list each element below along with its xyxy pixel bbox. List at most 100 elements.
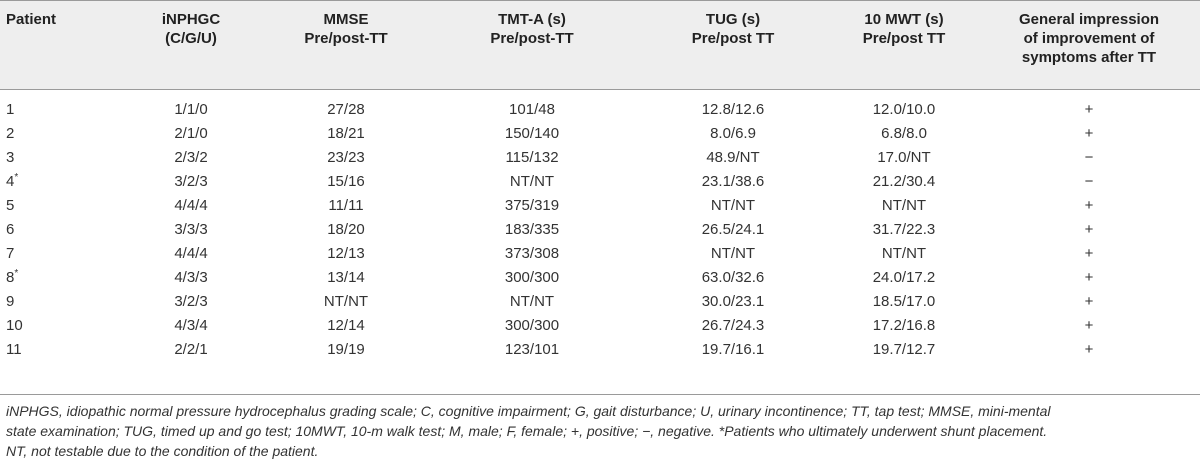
cell-mmse: 11/11	[328, 196, 364, 214]
cell-impression: +	[1084, 196, 1094, 214]
cell-tmta: NT/NT	[509, 172, 555, 190]
cell-tmta: 115/132	[505, 148, 559, 166]
cell-10mwt: 17.2/16.8	[872, 316, 936, 334]
cell-inphgc: 2/3/2	[174, 148, 208, 166]
patient-number: 3	[6, 148, 15, 166]
cell-tug: NT/NT	[710, 244, 756, 262]
cell-patient: 2	[0, 121, 118, 145]
table-row: 11 2/2/1 19/19 123/101 19.7/16.1 19.7/12.7 +	[0, 337, 1200, 361]
cell-mmse: 15/16	[327, 172, 365, 190]
table-footnote: iNPHGS, idiopathic normal pressure hydro…	[6, 401, 1194, 461]
patient-number: 2	[6, 124, 15, 142]
cell-10mwt: 24.0/17.2	[872, 268, 936, 286]
cell-10mwt: NT/NT	[881, 244, 927, 262]
table-row: 10 4/3/4 12/14 300/300 26.7/24.3 17.2/16.8 +	[0, 313, 1200, 337]
cell-patient: 11	[0, 337, 118, 361]
cell-tug: NT/NT	[710, 196, 756, 214]
cell-tmta: 300/300	[504, 316, 560, 334]
patient-number: 10	[6, 316, 23, 334]
cell-impression: +	[1084, 292, 1094, 310]
cell-inphgc: 3/3/3	[174, 220, 208, 238]
cell-tmta: 101/48	[509, 100, 555, 118]
cell-10mwt: 12.0/10.0	[872, 100, 936, 118]
footnote-line: NT, not testable due to the condition of…	[6, 443, 319, 459]
patient-number: 4	[6, 172, 15, 190]
cell-inphgc: 2/2/1	[174, 340, 208, 358]
cell-patient: 5	[0, 193, 118, 217]
cell-tug: 23.1/38.6	[701, 172, 765, 190]
cell-tug: 8.0/6.9	[710, 124, 756, 142]
cell-impression: +	[1084, 220, 1094, 238]
cell-mmse: 12/14	[327, 316, 365, 334]
cell-impression: +	[1084, 124, 1094, 142]
cell-mmse: NT/NT	[323, 292, 369, 310]
table-row: 1 1/1/0 27/28 101/48 12.8/12.6 12.0/10.0 +	[0, 90, 1200, 121]
cell-10mwt: 17.0/NT	[877, 148, 931, 166]
cell-mmse: 13/14	[327, 268, 365, 286]
cell-tmta: 123/101	[504, 340, 560, 358]
cell-patient: 9	[0, 289, 118, 313]
footnote-line: iNPHGS, idiopathic normal pressure hydro…	[6, 403, 1051, 419]
cell-patient: 1	[0, 90, 118, 121]
cell-patient: 3	[0, 145, 118, 169]
cell-mmse: 27/28	[327, 100, 365, 118]
patient-number: 9	[6, 292, 15, 310]
cell-inphgc: 4/3/3	[174, 268, 208, 286]
table-bottom-rule	[0, 394, 1200, 395]
cell-tmta: 373/308	[504, 244, 560, 262]
cell-10mwt: 6.8/8.0	[881, 124, 927, 142]
shunt-marker: *	[14, 267, 19, 279]
table-row: 7 4/4/4 12/13 373/308 NT/NT NT/NT +	[0, 241, 1200, 265]
cell-mmse: 18/20	[327, 220, 365, 238]
cell-impression: +	[1084, 316, 1094, 334]
header-mmse: MMSE Pre/post-TT	[304, 11, 388, 47]
cell-tmta: 300/300	[504, 268, 560, 286]
cell-10mwt: NT/NT	[881, 196, 927, 214]
cell-10mwt: 31.7/22.3	[872, 220, 936, 238]
cell-tug: 63.0/32.6	[701, 268, 765, 286]
results-table: Patient iNPHGC (C/G/U) MMSE Pre/post-TT TM…	[0, 0, 1200, 361]
header-inphgc: iNPHGC (C/G/U)	[161, 11, 221, 47]
cell-tug: 26.7/24.3	[701, 316, 765, 334]
cell-patient: 10	[0, 313, 118, 337]
cell-impression: +	[1084, 340, 1094, 358]
cell-tmta: 375/319	[504, 196, 560, 214]
cell-patient: 6	[0, 217, 118, 241]
table-row: 3 2/3/2 23/23 115/132 48.9/NT 17.0/NT −	[0, 145, 1200, 169]
footnote-line: state examination; TUG, timed up and go …	[6, 423, 1048, 439]
cell-tug: 30.0/23.1	[701, 292, 765, 310]
cell-inphgc: 4/3/4	[174, 316, 208, 334]
patient-number: 11	[6, 340, 22, 358]
header-10mwt: 10 MWT (s) Pre/post TT	[862, 11, 946, 47]
cell-patient: 8*	[0, 265, 118, 289]
cell-impression: +	[1084, 100, 1094, 118]
table-row: 9 3/2/3 NT/NT NT/NT 30.0/23.1 18.5/17.0 +	[0, 289, 1200, 313]
header-general-impression: General impression of improvement of sympt…	[1018, 11, 1160, 66]
cell-mmse: 23/23	[327, 148, 365, 166]
cell-10mwt: 21.2/30.4	[872, 172, 936, 190]
cell-10mwt: 19.7/12.7	[872, 340, 936, 358]
cell-inphgc: 3/2/3	[174, 292, 208, 310]
table-row: 4* 3/2/3 15/16 NT/NT 23.1/38.6 21.2/30.4 −	[0, 169, 1200, 193]
shunt-marker: *	[14, 171, 19, 183]
patient-number: 6	[6, 220, 15, 238]
header-row: Patient iNPHGC (C/G/U) MMSE Pre/post-TT TM…	[0, 0, 1200, 90]
patient-number: 7	[6, 244, 15, 262]
cell-tug: 19.7/16.1	[701, 340, 765, 358]
cell-inphgc: 2/1/0	[174, 124, 208, 142]
cell-inphgc: 1/1/0	[174, 100, 208, 118]
cell-impression: −	[1084, 172, 1094, 190]
cell-impression: +	[1084, 268, 1094, 286]
header-patient: Patient	[6, 11, 57, 28]
cell-tug: 26.5/24.1	[701, 220, 765, 238]
patient-number: 1	[6, 100, 15, 118]
table-row: 6 3/3/3 18/20 183/335 26.5/24.1 31.7/22.3 +	[0, 217, 1200, 241]
cell-inphgc: 4/4/4	[174, 244, 208, 262]
header-tmta: TMT-A (s) Pre/post-TT	[490, 11, 574, 47]
table-row: 8* 4/3/3 13/14 300/300 63.0/32.6 24.0/17.2 +	[0, 265, 1200, 289]
patient-number: 8	[6, 268, 15, 286]
cell-mmse: 19/19	[327, 340, 365, 358]
cell-tug: 48.9/NT	[706, 148, 760, 166]
cell-tmta: 183/335	[504, 220, 560, 238]
